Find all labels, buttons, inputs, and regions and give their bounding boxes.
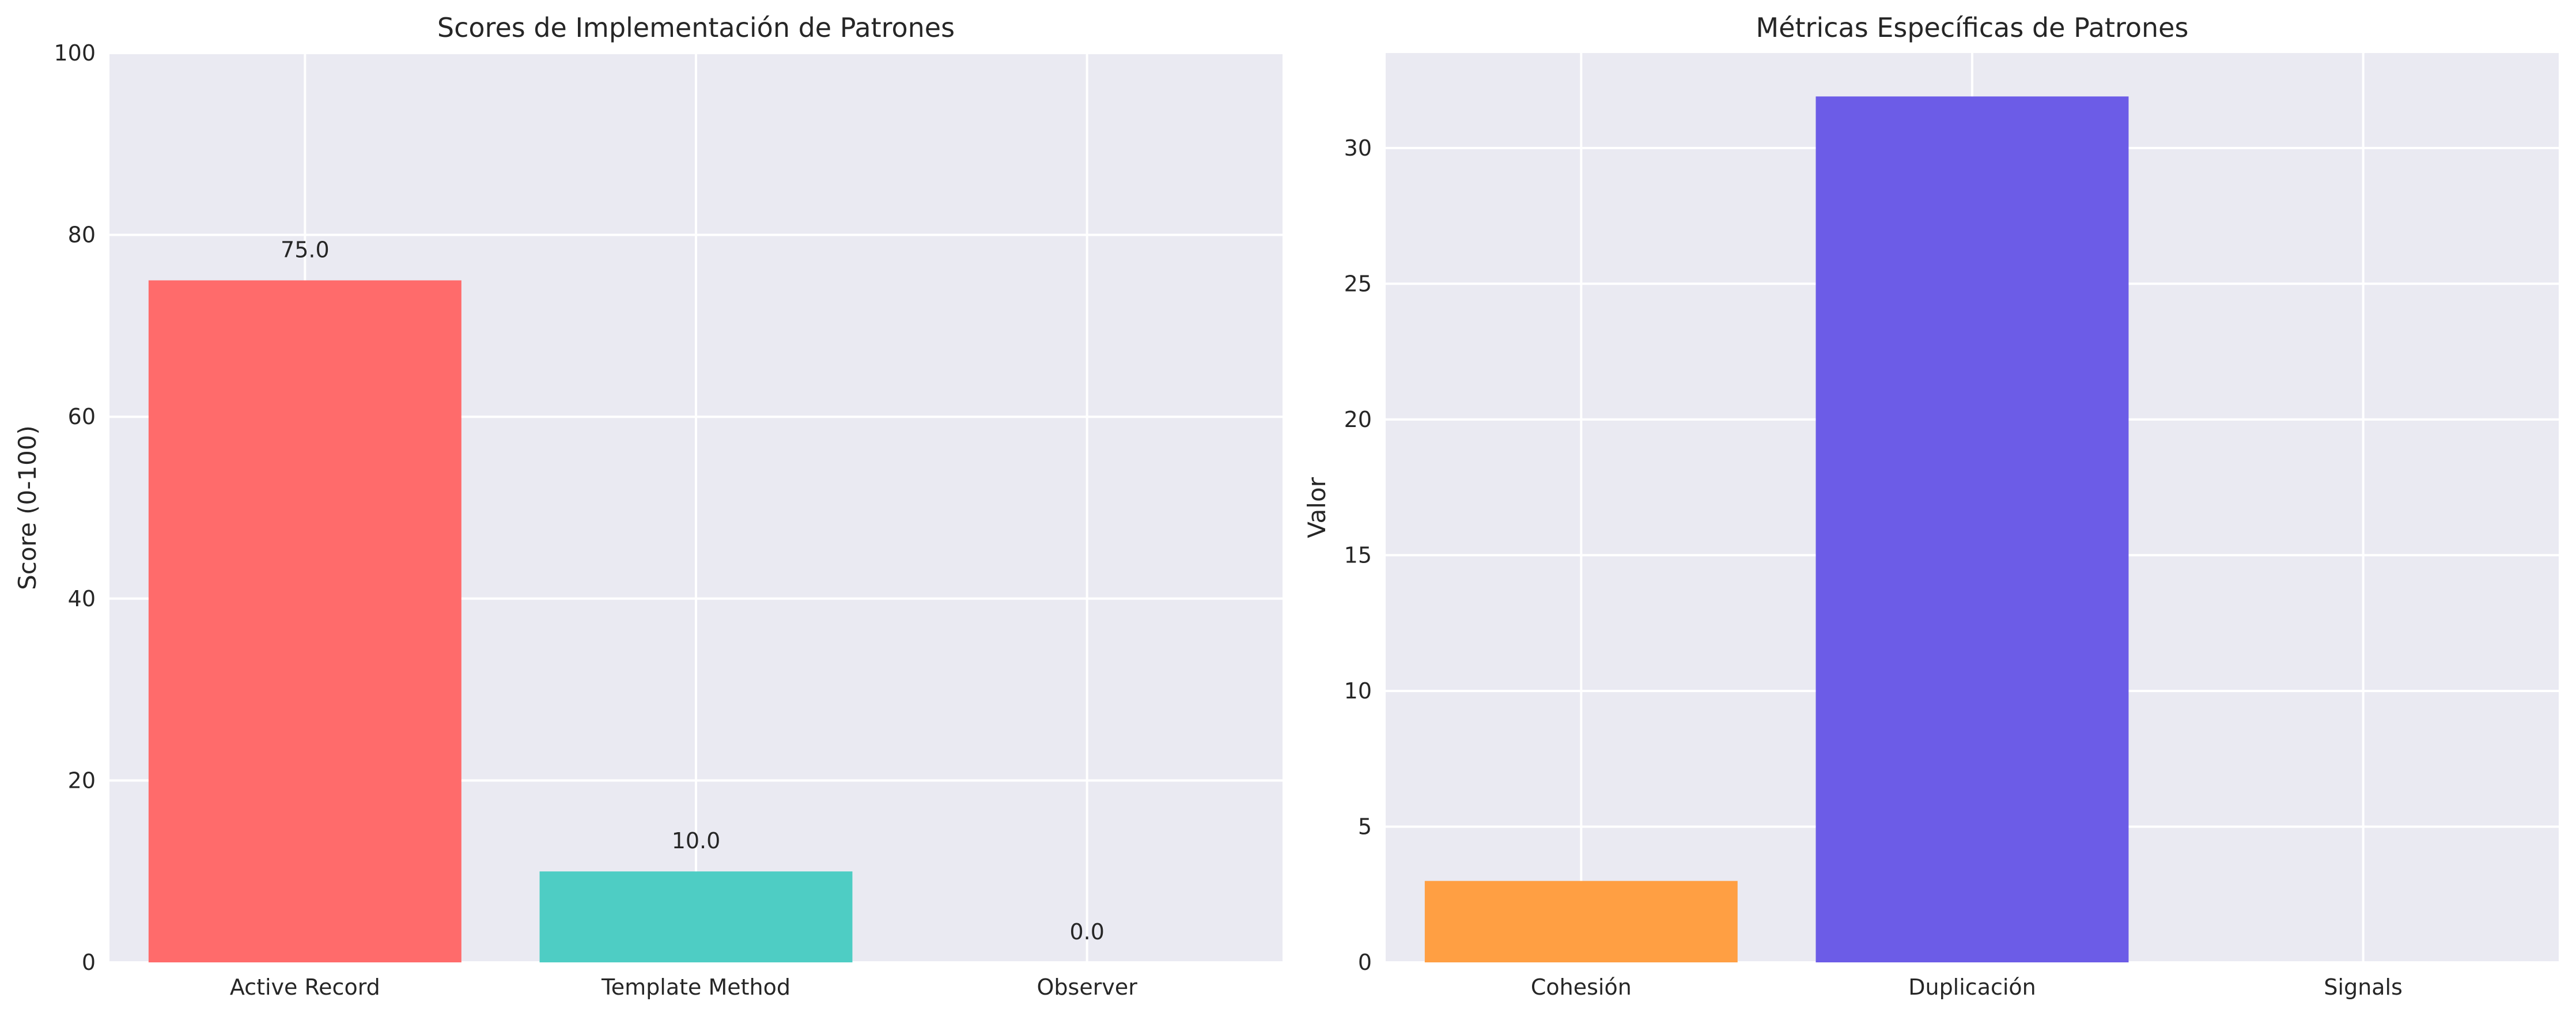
right-bars xyxy=(1424,96,2129,962)
right-x-tick-labels: Cohesión Duplicación Signals xyxy=(1531,974,2403,1000)
left-y-axis-label: Score (0-100) xyxy=(13,425,41,590)
right-bar-cohesi-n xyxy=(1424,881,1738,962)
left-x-tick-label: Observer xyxy=(1037,974,1138,1000)
right-x-tick-label: Signals xyxy=(2324,974,2403,1000)
left-y-tick-label: 0 xyxy=(82,950,96,975)
left-data-label: 10.0 xyxy=(672,828,721,853)
left-bar-active-record xyxy=(148,280,462,962)
right-y-tick-label: 25 xyxy=(1344,271,1372,296)
left-y-tick-labels: 0 20 40 60 80 100 xyxy=(54,40,96,975)
right-y-tick-label: 0 xyxy=(1358,950,1372,975)
right-x-tick-label: Cohesión xyxy=(1531,974,1632,1000)
left-y-tick-label: 60 xyxy=(68,404,96,429)
right-chart-title: Métricas Específicas de Patrones xyxy=(1756,12,2189,43)
left-y-tick-label: 20 xyxy=(68,768,96,793)
right-x-tick-label: Duplicación xyxy=(1908,974,2036,1000)
right-y-tick-label: 15 xyxy=(1344,542,1372,568)
left-chart-title: Scores de Implementación de Patrones xyxy=(437,12,955,43)
chart-right: Cohesión Duplicación Signals 051015202530 … xyxy=(1303,12,2559,1000)
left-y-tick-label: 40 xyxy=(68,586,96,611)
left-x-tick-label: Template Method xyxy=(601,974,790,1000)
left-data-label: 0.0 xyxy=(1069,919,1104,945)
right-y-tick-labels: 0 5 10 15 20 25 30 xyxy=(1344,135,1372,975)
left-x-tick-label: Active Record xyxy=(230,974,380,1000)
right-y-tick-label: 30 xyxy=(1344,135,1372,161)
right-y-tick-label: 10 xyxy=(1344,678,1372,704)
right-y-tick-label: 20 xyxy=(1344,407,1372,432)
left-x-tick-labels: Active Record Template Method Observer xyxy=(230,974,1137,1000)
left-y-tick-label: 80 xyxy=(68,222,96,248)
left-data-label: 75.0 xyxy=(281,237,330,263)
right-bar-duplicaci-n xyxy=(1815,96,2129,962)
left-data-labels: 75.0 10.0 0.0 xyxy=(281,237,1104,945)
chart-left: 75.0 10.0 0.0 Active Record Template Method… xyxy=(13,12,1283,1000)
left-bars xyxy=(148,280,853,962)
left-bar-template-method xyxy=(539,871,853,962)
right-y-axis-label: Valor xyxy=(1303,477,1331,538)
right-y-tick-label: 5 xyxy=(1358,814,1372,839)
left-y-tick-label: 100 xyxy=(54,40,96,66)
